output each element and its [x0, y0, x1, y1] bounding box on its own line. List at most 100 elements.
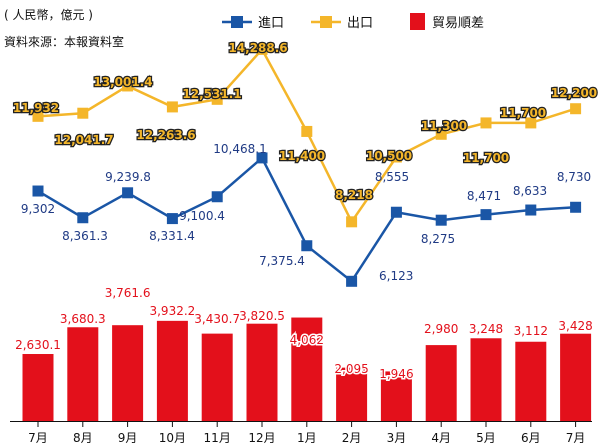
bar-data-label: 3,248 — [469, 322, 503, 336]
import-data-label: 9,100.4 — [179, 209, 225, 223]
unit-note: ( 人民幣，億元 ) — [4, 8, 93, 22]
x-tick-label: 10月 — [159, 431, 186, 445]
source-note: 資料來源：本報資料室 — [4, 35, 125, 49]
import-point — [256, 152, 268, 164]
export-point — [301, 125, 313, 137]
import-point — [301, 240, 313, 252]
bar-balance — [470, 338, 502, 421]
import-point — [166, 213, 178, 225]
export-point — [570, 103, 582, 115]
bar-balance — [291, 317, 323, 421]
bar-data-label: 2,095 — [334, 362, 368, 376]
x-tick-label: 4月 — [431, 431, 451, 445]
import-data-label: 8,275 — [421, 232, 455, 246]
bar-data-label: 1,946 — [379, 367, 413, 381]
bar-data-label: 4,062 — [290, 333, 324, 347]
legend-balance-marker — [410, 13, 425, 30]
import-point — [122, 187, 134, 199]
export-data-label: 8,218 — [335, 188, 373, 202]
export-data-label: 13,001.4 — [93, 75, 152, 89]
bar-balance — [515, 341, 547, 421]
legend-import-label: 進口 — [258, 16, 284, 31]
bar-balance — [380, 371, 412, 421]
bar-balance — [425, 345, 457, 421]
import-point — [211, 191, 223, 203]
import-point — [570, 201, 582, 213]
import-data-label: 10,468.1 — [213, 142, 266, 156]
x-tick-label: 1月 — [297, 431, 317, 445]
x-tick-label: 3月 — [387, 431, 407, 445]
bar-data-label: 3,112 — [514, 324, 548, 338]
export-point — [122, 80, 134, 92]
bar-data-label: 3,428 — [558, 319, 592, 333]
export-point — [256, 43, 268, 55]
bar-balance — [246, 323, 278, 421]
export-point — [211, 93, 223, 105]
import-point — [525, 204, 537, 216]
bar-balance — [560, 333, 592, 421]
export-data-label: 14,288.6 — [228, 41, 287, 55]
x-tick-label: 7月 — [566, 431, 586, 445]
legend-export-label: 出口 — [347, 16, 373, 31]
x-tick-label: 5月 — [476, 431, 496, 445]
x-tick-label: 12月 — [248, 431, 275, 445]
import-data-label: 9,239.8 — [105, 170, 151, 184]
export-point — [480, 117, 492, 129]
import-point — [390, 206, 402, 218]
bar-data-label: 3,430.7 — [194, 312, 240, 326]
import-point — [77, 212, 89, 224]
bar-data-label: 3,761.6 — [105, 286, 151, 300]
bar-balance — [201, 333, 233, 421]
bar-data-label: 3,680.3 — [60, 312, 106, 326]
x-tick-label: 11月 — [204, 431, 231, 445]
import-data-label: 7,375.4 — [259, 254, 305, 268]
bar-balance — [22, 354, 54, 421]
export-point — [346, 216, 358, 228]
export-point — [435, 128, 447, 140]
legend-balance-label: 貿易順差 — [432, 16, 484, 31]
bar-data-label: 3,932.2 — [149, 304, 195, 318]
export-point — [166, 101, 178, 113]
export-point — [525, 117, 537, 129]
bar-data-label: 2,630.1 — [15, 338, 61, 352]
import-point — [435, 214, 447, 226]
export-data-label: 10,500 — [366, 149, 412, 163]
x-tick-label: 9月 — [118, 431, 138, 445]
bar-balance — [156, 320, 188, 421]
bar-balance — [67, 327, 99, 421]
x-tick-label: 2月 — [342, 431, 362, 445]
import-data-label: 6,123 — [379, 269, 413, 283]
export-data-label: 11,700 — [463, 151, 509, 165]
export-data-label: 11,300 — [421, 119, 467, 133]
bar-balance — [336, 367, 368, 421]
import-point — [32, 185, 44, 197]
export-data-label: 11,700 — [500, 106, 546, 120]
export-data-label: 11,400 — [279, 149, 325, 163]
bar-data-label: 3,820.5 — [239, 309, 285, 323]
import-data-label: 8,730 — [557, 170, 591, 184]
x-tick-label: 8月 — [73, 431, 93, 445]
import-data-label: 8,361.3 — [62, 229, 108, 243]
export-data-label: 12,531.1 — [182, 87, 241, 101]
import-data-label: 9,302 — [21, 202, 55, 216]
export-data-label: 12,263.6 — [136, 128, 195, 142]
import-data-label: 8,555 — [375, 170, 409, 184]
export-data-label: 11,932 — [13, 101, 59, 115]
import-data-label: 8,331.4 — [149, 229, 195, 243]
export-data-label: 12,041.7 — [54, 133, 113, 147]
export-point — [390, 151, 402, 163]
x-tick-label: 6月 — [521, 431, 541, 445]
import-data-label: 8,471 — [467, 189, 501, 203]
legend-import-marker — [231, 16, 243, 28]
x-tick-label: 7月 — [28, 431, 48, 445]
import-point — [480, 209, 492, 221]
bar-balance — [112, 325, 144, 421]
import-data-label: 8,633 — [513, 184, 547, 198]
export-point — [32, 110, 44, 122]
import-point — [346, 275, 358, 287]
bar-data-label: 2,980 — [424, 322, 458, 336]
export-data-label: 12,200 — [551, 86, 597, 100]
legend-export-marker — [320, 16, 332, 28]
export-point — [77, 107, 89, 119]
